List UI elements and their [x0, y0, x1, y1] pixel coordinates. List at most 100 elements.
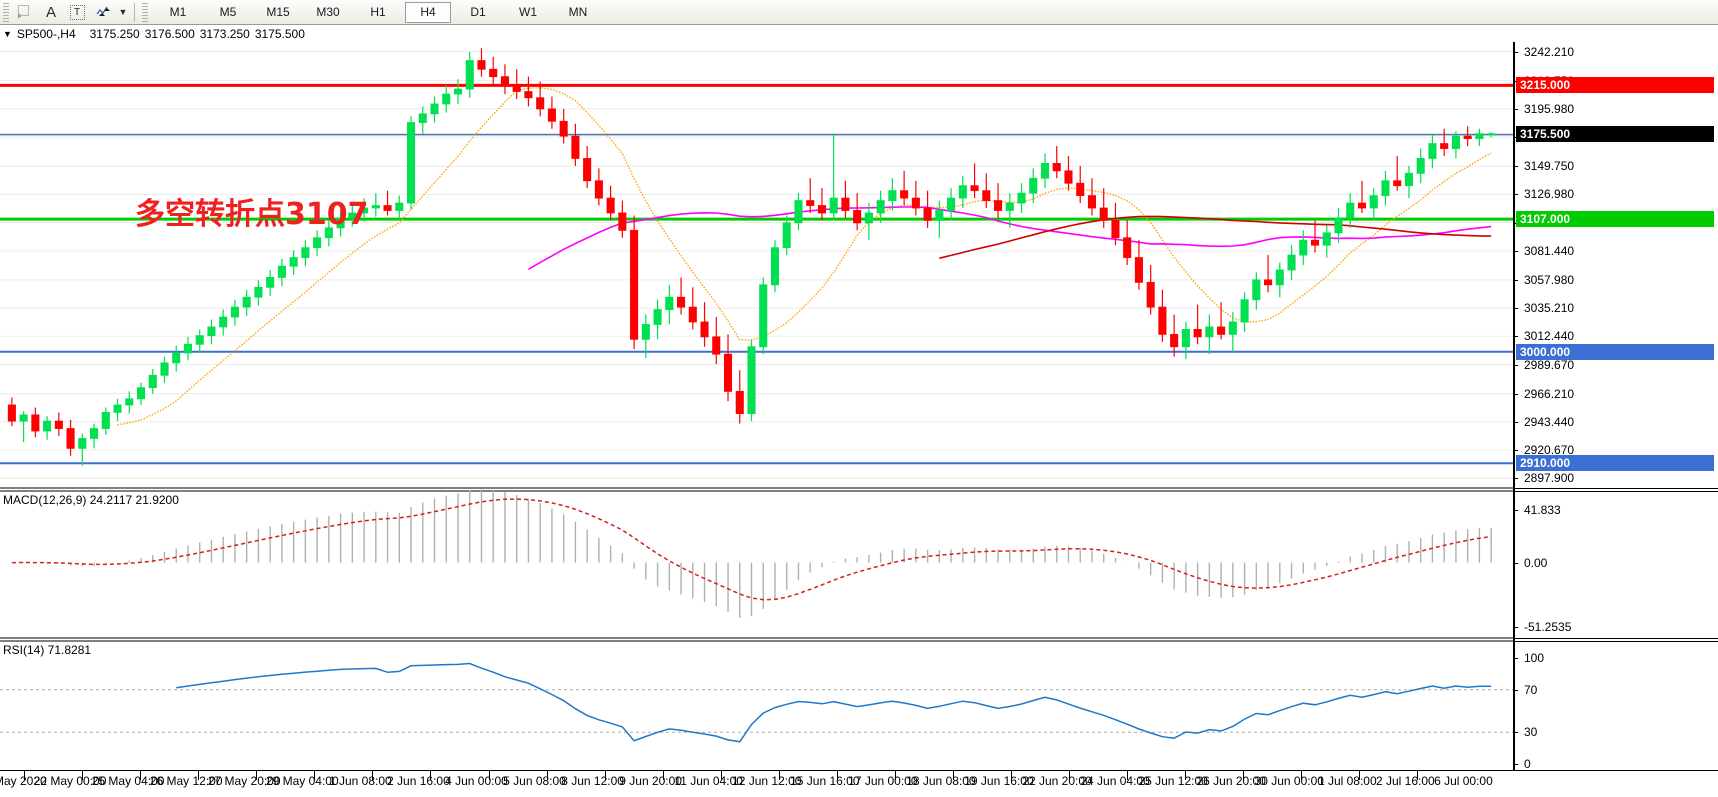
time-tick-label: 25 Jun 12:00: [1138, 774, 1208, 788]
time-tick-label: 22 Jun 20:00: [1022, 774, 1092, 788]
time-tick-label: 19 Jun 16:00: [964, 774, 1034, 788]
pane-divider: [1515, 638, 1718, 639]
time-tick-mark: [256, 771, 258, 780]
time-tick-mark: [488, 771, 490, 780]
time-tick-mark: [720, 771, 722, 780]
time-tick-mark: [1359, 771, 1361, 780]
tick-mark: [1513, 250, 1518, 252]
price-tick: 3126.980: [1513, 187, 1718, 201]
tick-mark: [1513, 80, 1518, 82]
time-tick-label: 25 May 04:00: [91, 774, 165, 788]
timeframe-h1[interactable]: H1: [370, 5, 386, 19]
rsi-tick: 100: [1513, 651, 1718, 665]
toolbar-separator: [134, 2, 135, 22]
objects-icon[interactable]: [90, 1, 116, 24]
time-tick-mark: [24, 771, 26, 780]
pane-divider: [1515, 641, 1718, 642]
tick-mark: [1513, 137, 1518, 139]
timeframe-m15[interactable]: M15: [266, 5, 290, 19]
last-price-label: 3175.500: [1516, 126, 1714, 143]
timeframe-m5[interactable]: M5: [219, 5, 237, 19]
price-tick: 3195.980: [1513, 102, 1718, 116]
tick-mark: [1513, 194, 1518, 196]
time-tick-mark: [1011, 771, 1013, 780]
svg-text:F: F: [18, 15, 21, 20]
quote-open: 3175.250: [89, 26, 140, 41]
crosshair-icon[interactable]: F: [12, 1, 38, 24]
timeframe-m30[interactable]: M30: [316, 5, 340, 19]
time-tick-label: 2 Jun 16:00: [387, 774, 450, 788]
time-tick-label: 9 Jun 20:00: [619, 774, 682, 788]
timeframe-d1[interactable]: D1: [470, 5, 486, 19]
rsi-indicator-label: RSI(14) 71.8281: [3, 643, 92, 657]
time-tick-mark: [1301, 771, 1303, 780]
time-tick-mark: [662, 771, 664, 780]
time-tick-label: 4 Jun 00:00: [445, 774, 508, 788]
collapse-icon[interactable]: ▼: [3, 28, 12, 39]
macd-tick: -51.2535: [1513, 620, 1718, 634]
time-tick-mark: [604, 771, 606, 780]
macd-indicator-label: MACD(12,26,9) 24.2117 21.9200: [3, 493, 179, 507]
chart-plot-area[interactable]: 多空转折点3107 MACD(12,26,9) 24.2117 21.9200 …: [0, 42, 1513, 770]
tick-mark: [1513, 421, 1518, 423]
time-tick-label: 6 Jul 00:00: [1434, 774, 1493, 788]
time-tick-label: 29 May 04:00: [265, 774, 339, 788]
timeframe-grip[interactable]: [142, 2, 148, 22]
tick-mark: [1513, 166, 1518, 168]
tick-mark: [1513, 478, 1518, 480]
time-tick-label: 30 Jun 00:00: [1254, 774, 1324, 788]
time-tick-mark: [778, 771, 780, 780]
time-tick-mark: [952, 771, 954, 780]
time-tick-mark: [894, 771, 896, 780]
tick-mark: [1513, 222, 1518, 224]
pane-divider: [1515, 491, 1718, 492]
time-tick-mark: [546, 771, 548, 780]
time-tick-label: 26 Jun 20:00: [1196, 774, 1266, 788]
chart-annotation-text: 多空转折点3107: [135, 197, 369, 232]
macd-tick: 41.833: [1513, 503, 1718, 517]
time-tick-label: 8 Jun 12:00: [561, 774, 624, 788]
tick-mark: [1513, 393, 1518, 395]
symbol-quote-bar: ▼ SP500-,H4 3175.250 3176.500 3173.250 3…: [0, 25, 305, 42]
time-tick-label: 18 Jun 08:00: [906, 774, 976, 788]
time-tick-mark: [82, 771, 84, 780]
timeframe-mn[interactable]: MN: [568, 5, 588, 19]
text-tool-icon[interactable]: A: [45, 3, 56, 21]
timeframe-w1[interactable]: W1: [519, 5, 537, 19]
time-tick-label: 11 Jun 04:00: [674, 774, 743, 788]
price-tick: 3012.440: [1513, 329, 1718, 343]
time-tick-label: 20 May 2020: [0, 774, 47, 788]
timeframe-group: M1 M5 M15 M30 H1 H4 D1 W1 MN: [155, 1, 601, 23]
toolbar-grip[interactable]: [3, 2, 9, 22]
price-tick: 2920.670: [1513, 443, 1718, 457]
resistance-price-label: 3215.000: [1516, 77, 1714, 94]
time-tick-label: 26 May 12:00: [149, 774, 223, 788]
time-tick-mark: [836, 771, 838, 780]
timeframe-h4[interactable]: H4: [405, 1, 451, 23]
time-tick-mark: [140, 771, 142, 780]
price-axis[interactable]: 3242.2103218.7503195.9803173.2103149.750…: [1513, 42, 1718, 771]
time-tick-label: 22 May 00:00: [33, 774, 107, 788]
timeframe-m1[interactable]: M1: [169, 5, 187, 19]
quote-low: 3173.250: [199, 26, 250, 41]
time-tick-mark: [430, 771, 432, 780]
time-tick-label: 15 Jun 16:00: [790, 774, 860, 788]
price-tick: 2989.670: [1513, 358, 1718, 372]
tick-mark: [1513, 51, 1518, 53]
rsi-tick: 0: [1513, 757, 1718, 771]
dropdown-arrow-icon[interactable]: ▼: [118, 7, 128, 17]
support-2910-price-label: 2910.000: [1516, 455, 1714, 472]
time-tick-label: 27 May 20:00: [207, 774, 281, 788]
price-tick: 2897.900: [1513, 471, 1718, 485]
pane-divider: [1515, 488, 1718, 489]
tick-mark: [1513, 279, 1518, 281]
time-tick-mark: [372, 771, 374, 780]
toolbar: F A T ▼ M1 M5 M15 M30 H1 H4 D1 W1 MN: [0, 0, 1718, 25]
time-tick-label: 17 Jun 00:00: [848, 774, 918, 788]
time-tick-label: 24 Jun 04:00: [1080, 774, 1150, 788]
label-tool-icon[interactable]: T: [64, 1, 90, 24]
chart-frame: 多空转折点3107 MACD(12,26,9) 24.2117 21.9200 …: [0, 42, 1718, 797]
quote-high: 3176.500: [144, 26, 195, 41]
